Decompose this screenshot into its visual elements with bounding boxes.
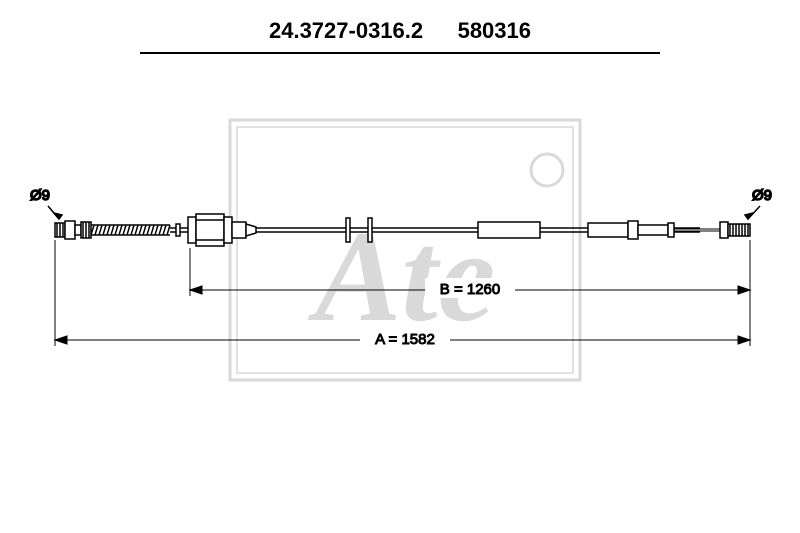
spring-section: [91, 225, 170, 235]
dimension-b-label: B = 1260: [440, 281, 500, 298]
left-end-fitting: [55, 221, 91, 239]
technical-drawing-svg: Ate Ø9 Ø9: [0, 0, 800, 533]
diagram-container: 24.3727-0316.2 580316 Ate Ø9: [0, 0, 800, 533]
svg-text:Ate: Ate: [308, 205, 496, 349]
dimension-a-label: A = 1582: [375, 331, 435, 348]
right-diameter-label: Ø9: [752, 187, 772, 204]
right-block-assembly: [588, 221, 674, 239]
left-diameter-annotation: Ø9: [30, 187, 62, 219]
right-diameter-annotation: Ø9: [745, 187, 772, 219]
left-diameter-label: Ø9: [30, 187, 50, 204]
main-housing-block: [188, 214, 256, 246]
right-end-fitting: [720, 222, 750, 238]
sleeve-block: [478, 222, 540, 238]
